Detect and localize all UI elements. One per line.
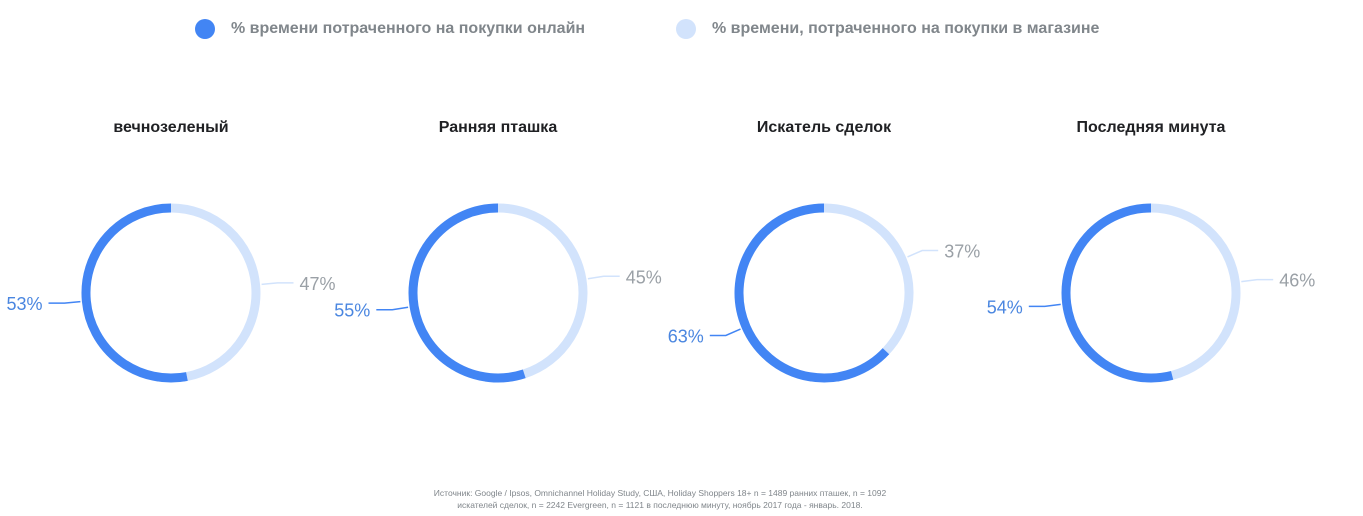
data-label-online: 63% bbox=[668, 327, 704, 347]
leader-line-online bbox=[1028, 303, 1061, 308]
data-label-store: 45% bbox=[626, 267, 662, 287]
legend-label-store: % времени, потраченного на покупки в маг… bbox=[712, 20, 1100, 37]
data-label-online: 54% bbox=[987, 297, 1023, 317]
legend-label-online: % времени потраченного на покупки онлайн bbox=[231, 20, 586, 37]
leader-line-online bbox=[48, 300, 81, 304]
donut-chart: 55% 45% bbox=[334, 203, 662, 383]
chart-title: Искатель сделок bbox=[756, 119, 892, 136]
slice-online bbox=[1061, 203, 1174, 383]
chart-panel-evergreen: 53% 47% вечнозеленый bbox=[6, 110, 336, 410]
slice-store bbox=[497, 203, 588, 379]
leader-line-online bbox=[709, 328, 741, 337]
slice-store bbox=[170, 203, 261, 381]
slice-online bbox=[81, 203, 188, 383]
legend-item-store: % времени, потраченного на покупки в маг… bbox=[676, 17, 1099, 41]
donut-chart: 53% 47% bbox=[6, 203, 336, 383]
chart-title: Последняя минута bbox=[1076, 119, 1226, 136]
legend: % времени потраченного на покупки онлайн… bbox=[0, 17, 1363, 41]
slice-online bbox=[734, 203, 890, 383]
chart-panel-deal-seeker: 63% 37% Искатель сделок bbox=[664, 110, 984, 410]
data-label-online: 55% bbox=[334, 301, 370, 321]
slice-store bbox=[1150, 203, 1241, 380]
data-label-store: 46% bbox=[1279, 271, 1315, 291]
chart-panel-last-minute: 54% 46% Последняя минута bbox=[987, 110, 1315, 410]
legend-swatch-online bbox=[195, 19, 215, 39]
leader-line-store bbox=[261, 282, 294, 286]
leader-line-online bbox=[376, 306, 409, 311]
donut-chart: 54% 46% bbox=[987, 203, 1315, 383]
slice-online bbox=[408, 203, 526, 383]
slice-store bbox=[823, 203, 914, 355]
leader-line-store bbox=[907, 249, 939, 258]
legend-swatch-store bbox=[676, 19, 696, 39]
donut-charts: 53% 47% вечнозеленый 55% 45% Ранняя пташка… bbox=[6, 110, 1315, 410]
source-note-line-2: искателей сделок, n = 2242 Evergreen, n … bbox=[457, 500, 863, 510]
chart-title: Ранняя пташка bbox=[438, 119, 558, 136]
source-note-line-1: Источник: Google / Ipsos, Omnichannel Ho… bbox=[433, 488, 887, 498]
donut-chart: 63% 37% bbox=[668, 203, 980, 383]
source-note: Источник: Google / Ipsos, Omnichannel Ho… bbox=[0, 487, 1320, 511]
chart-panel-early-bird: 55% 45% Ранняя пташка bbox=[334, 110, 662, 410]
data-label-online: 53% bbox=[6, 294, 42, 314]
data-label-store: 47% bbox=[300, 274, 336, 294]
leader-line-store bbox=[587, 275, 620, 280]
legend-item-online: % времени потраченного на покупки онлайн bbox=[195, 17, 585, 41]
chart-title: вечнозеленый bbox=[113, 119, 229, 136]
leader-line-store bbox=[1241, 278, 1274, 283]
data-label-store: 37% bbox=[944, 242, 980, 262]
